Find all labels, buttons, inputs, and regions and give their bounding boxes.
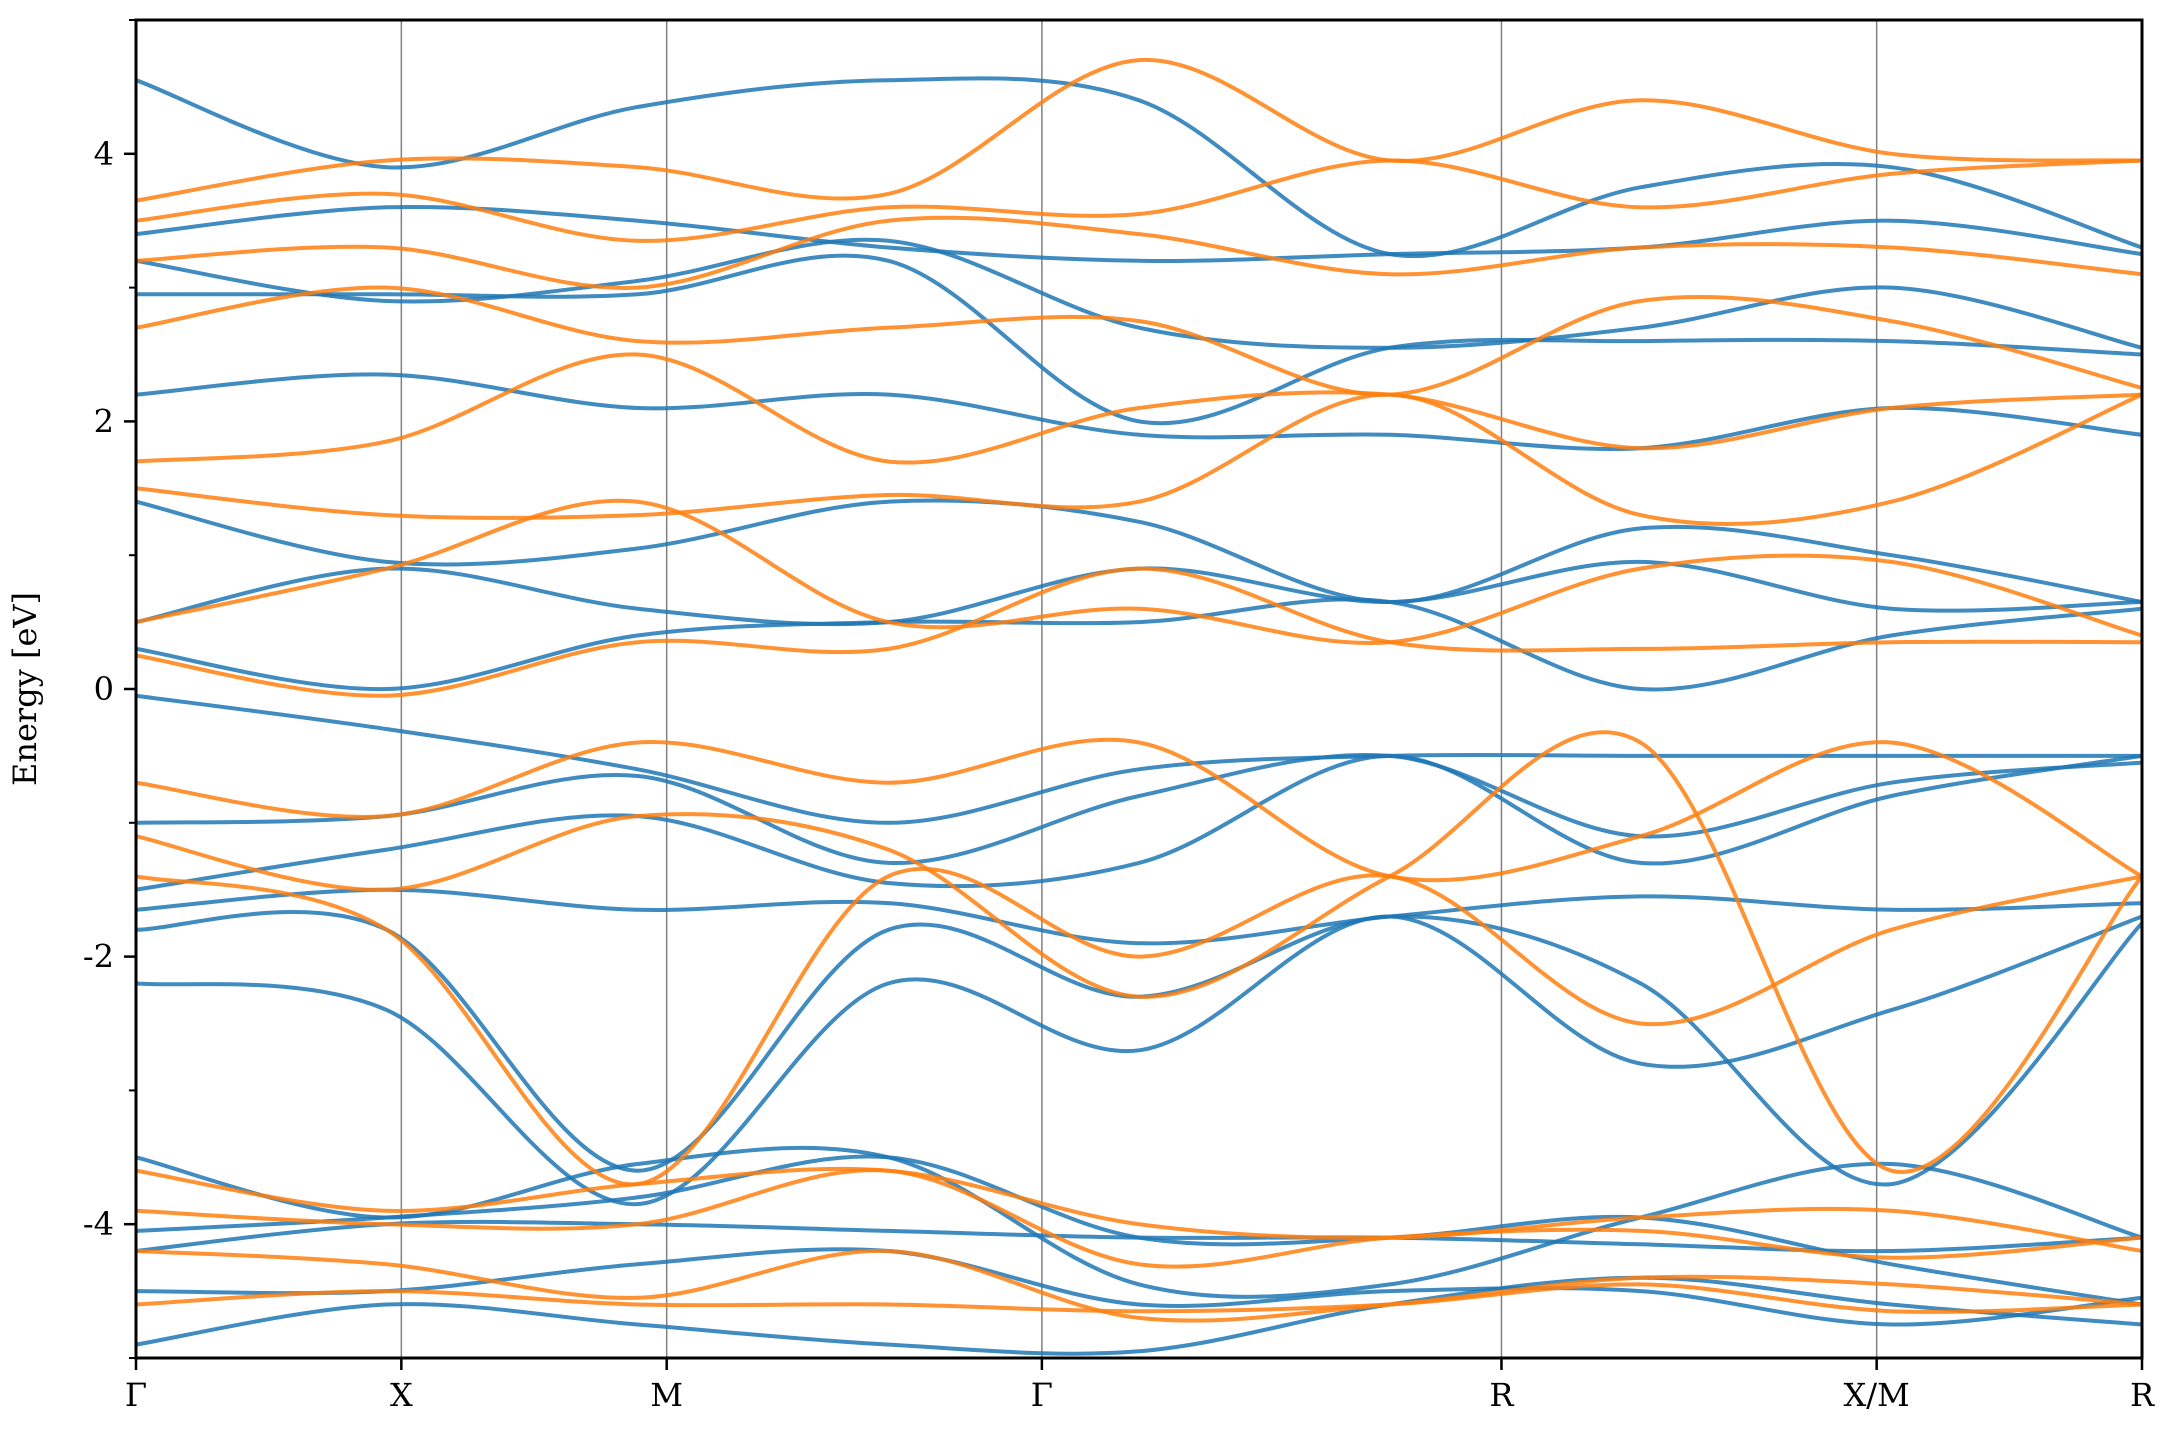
band-line-orange-5 — [136, 730, 2142, 1174]
k-point-lines — [400, 20, 1878, 1358]
band-line-orange-0 — [136, 1282, 2142, 1314]
band-line-blue-12 — [136, 559, 2142, 627]
band-line-blue-15 — [136, 253, 2142, 426]
band-line-blue-7 — [136, 887, 2142, 946]
band-line-orange-1 — [136, 1248, 2142, 1323]
band-line-orange-14 — [136, 58, 2142, 203]
band-line-blue-18 — [136, 76, 2142, 259]
y-tick-label: 0 — [94, 670, 114, 708]
y-tick-label: -2 — [83, 938, 114, 976]
band-line-blue-1 — [136, 1247, 2142, 1327]
band-line-orange-9 — [136, 392, 2142, 526]
band-line-blue-10 — [136, 693, 2142, 825]
band-line-blue-13 — [136, 498, 2142, 605]
band-line-orange-2 — [136, 1168, 2142, 1269]
band-lines — [136, 58, 2142, 1356]
band-line-orange-6 — [136, 737, 2142, 883]
y-tick-label: -4 — [83, 1205, 114, 1243]
x-tick-label: M — [650, 1376, 683, 1414]
band-line-blue-0 — [136, 1275, 2142, 1356]
band-line-blue-5 — [136, 914, 2142, 1207]
x-ticks: Γ X M Γ R X/M R — [125, 1358, 2155, 1414]
y-tick-label: 4 — [94, 135, 114, 173]
x-tick-label: Γ — [125, 1376, 147, 1414]
band-line-blue-11 — [136, 597, 2142, 692]
y-axis-label: Energy [eV] — [6, 592, 44, 786]
band-line-blue-14 — [136, 372, 2142, 451]
band-line-orange-12 — [136, 215, 2142, 290]
x-tick-label: R — [1489, 1376, 1514, 1414]
band-line-orange-10 — [136, 352, 2142, 465]
band-line-blue-3 — [136, 1154, 2142, 1307]
band-line-orange-11 — [136, 285, 2142, 397]
band-line-blue-6 — [136, 910, 2142, 1187]
band-line-orange-4 — [136, 867, 2142, 1187]
band-line-blue-8 — [136, 753, 2142, 892]
y-tick-label: 2 — [94, 402, 114, 440]
band-line-blue-17 — [136, 204, 2142, 263]
x-tick-label: X — [390, 1376, 413, 1414]
band-line-orange-8 — [136, 498, 2142, 645]
x-tick-label: Γ — [1031, 1376, 1053, 1414]
band-line-orange-13 — [136, 158, 2142, 243]
x-tick-label: X/M — [1843, 1376, 1909, 1414]
y-ticks: -4 -2 0 2 4 — [83, 19, 136, 1359]
band-line-blue-16 — [136, 237, 2142, 350]
band-line-orange-3 — [136, 1166, 2142, 1253]
band-line-blue-9 — [136, 752, 2142, 865]
band-line-orange-7 — [136, 566, 2142, 698]
x-tick-label: R — [2130, 1376, 2155, 1414]
